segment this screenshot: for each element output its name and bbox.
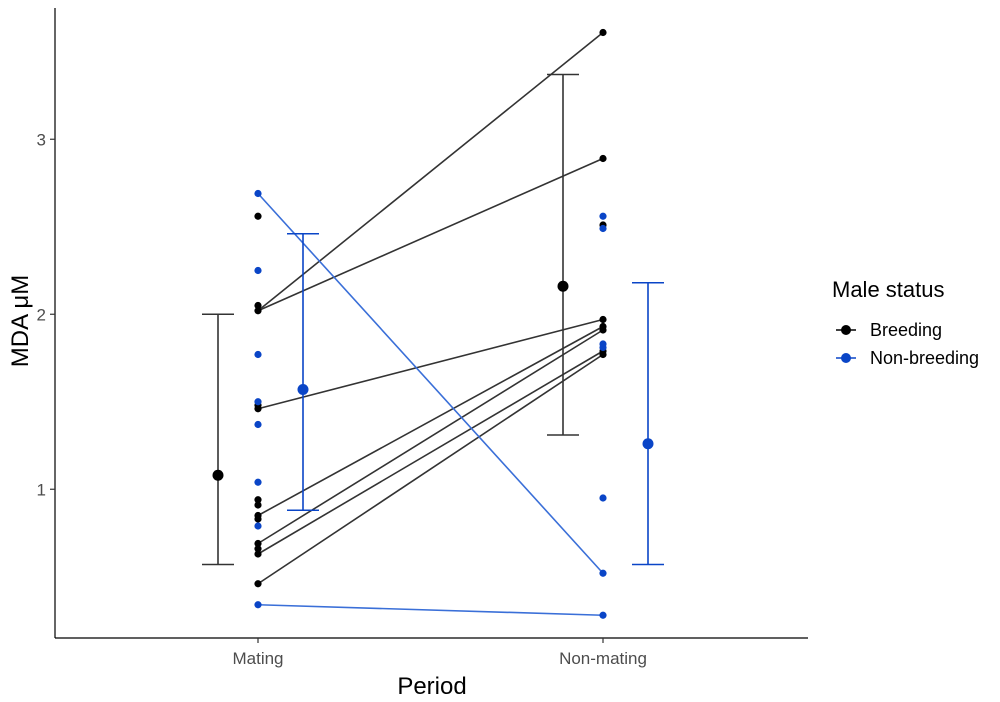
point-breeding-mating (254, 307, 262, 315)
legend-item-non-breeding: Non-breeding (836, 348, 979, 368)
point-non-breeding-mating (254, 398, 262, 406)
point-breeding-mating (254, 212, 262, 220)
x-tick-label: Non-mating (559, 649, 647, 668)
point-non-breeding-non-mating (599, 569, 607, 577)
paired-line-breeding (257, 329, 604, 545)
paired-line-non-breeding (257, 603, 604, 617)
point-breeding-mating (254, 545, 262, 553)
legend-item-breeding: Breeding (836, 320, 942, 340)
paired-line-breeding (257, 31, 604, 312)
point-non-breeding-mating (254, 350, 262, 359)
means-layer (212, 280, 654, 481)
legend-title: Male status (832, 277, 945, 302)
mean-point-non-breeding-non-mating (642, 438, 654, 450)
point-breeding-mating (254, 539, 262, 548)
point-non-breeding-non-mating (599, 343, 607, 352)
x-axis-title: Period (397, 673, 466, 700)
point-breeding-non-mating (599, 326, 607, 334)
point-non-breeding-mating (254, 601, 262, 609)
point-non-breeding-mating (254, 522, 262, 530)
point-non-breeding-non-mating (599, 212, 607, 220)
paired-line-breeding (257, 325, 604, 517)
point-non-breeding-mating (254, 420, 262, 429)
point-breeding-mating (254, 515, 262, 523)
error-bars-layer (202, 73, 664, 566)
point-non-breeding-non-mating (599, 224, 607, 233)
point-breeding-mating (254, 301, 262, 310)
y-axis-title: MDA μM (7, 275, 34, 368)
point-breeding-mating (254, 580, 262, 588)
paired-line-non-breeding (257, 192, 604, 574)
legend-label-non-breeding: Non-breeding (870, 348, 979, 368)
y-tick-label: 1 (37, 480, 46, 499)
mean-point-non-breeding-mating (297, 384, 309, 395)
point-non-breeding-non-mating (599, 494, 607, 502)
x-ticks: Mating Non-mating (232, 638, 647, 668)
y-tick-label: 3 (37, 130, 46, 149)
point-non-breeding-mating (254, 189, 262, 198)
points-layer (254, 28, 607, 619)
legend-key-point-non-breeding (841, 353, 851, 363)
legend-label-breeding: Breeding (870, 320, 942, 340)
point-breeding-non-mating (599, 350, 607, 359)
paired-line-breeding (257, 318, 604, 410)
point-breeding-mating (254, 501, 262, 509)
point-non-breeding-mating (254, 478, 262, 486)
point-breeding-non-mating (599, 154, 607, 163)
mean-point-breeding-non-mating (557, 280, 569, 292)
y-tick-label: 2 (37, 305, 46, 324)
paired-line-breeding (257, 350, 604, 555)
legend: Male status Breeding Non-breeding (832, 277, 979, 368)
point-non-breeding-mating (254, 266, 262, 275)
point-breeding-non-mating (599, 315, 607, 324)
point-breeding-non-mating (599, 28, 607, 37)
point-breeding-mating (254, 550, 262, 558)
y-ticks: 1 2 3 (37, 130, 55, 499)
paired-line-breeding (257, 353, 604, 585)
point-non-breeding-non-mating (599, 611, 607, 619)
point-breeding-mating (254, 496, 262, 504)
paired-lines-layer (257, 31, 604, 617)
legend-key-point-breeding (841, 325, 851, 335)
x-tick-label: Mating (232, 649, 283, 668)
point-breeding-mating (254, 405, 262, 413)
paired-line-breeding (257, 157, 604, 312)
mean-point-breeding-mating (212, 469, 224, 481)
